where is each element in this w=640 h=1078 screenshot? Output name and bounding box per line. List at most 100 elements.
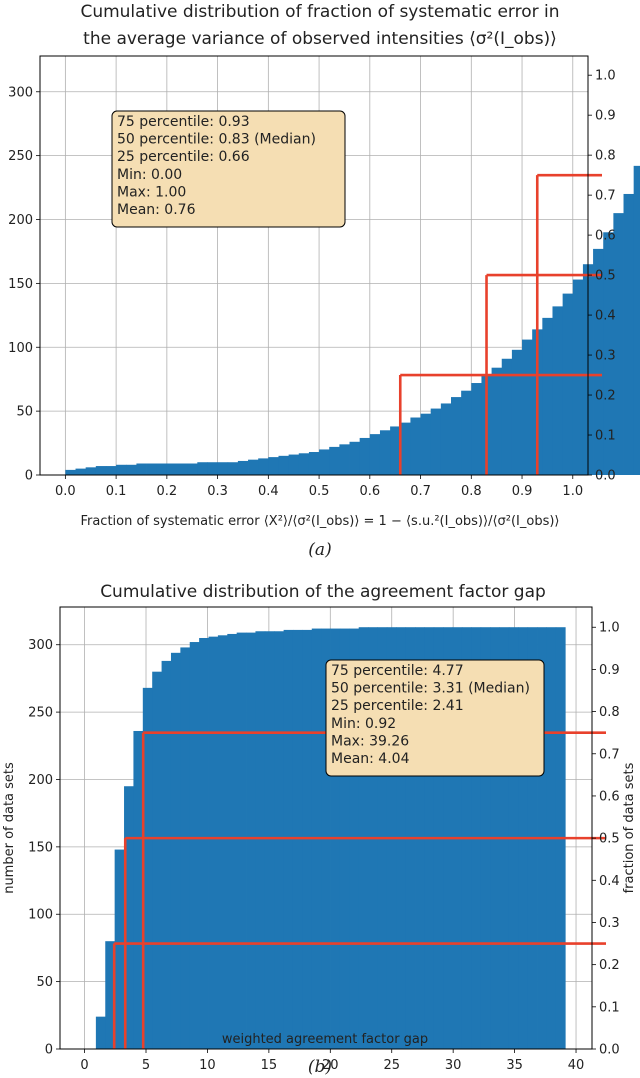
panel-b-percentile-markers xyxy=(112,731,606,1049)
panel-b-bar xyxy=(170,652,181,1049)
panel-b-bar xyxy=(246,632,256,1049)
panel-a-bar xyxy=(339,444,350,475)
panel-a-stats-lines: 75 percentile: 0.93 50 percentile: 0.83 (… xyxy=(117,114,316,218)
panel-a-bar xyxy=(603,232,614,475)
panel-a-y2-tick-label: 0.1 xyxy=(595,429,616,444)
panel-b-bar xyxy=(199,637,209,1049)
panel-a-stats-line: Max: 1.00 xyxy=(117,184,186,200)
panel-b-x-tick-label: 20 xyxy=(322,1058,339,1073)
panel-a-x-tick-label: 0.0 xyxy=(55,484,76,499)
panel-a-x-tick-label: 0.4 xyxy=(258,484,279,499)
panel-b-bar xyxy=(208,636,219,1049)
panel-a-bar xyxy=(248,459,259,475)
panel-a-bar xyxy=(400,422,411,475)
panel-a-y2-tick-label: 0.8 xyxy=(595,149,616,164)
panel-a-x-tick-label: 0.1 xyxy=(106,484,127,499)
panel-a-bar xyxy=(288,454,300,475)
panel-a-bar xyxy=(237,460,249,475)
panel-b-y2-tick-label: 0.1 xyxy=(599,1000,620,1015)
panel-a-bar xyxy=(136,463,147,475)
panel-a-bar xyxy=(65,469,76,475)
panel-a-bar xyxy=(227,462,239,475)
panel-a-y2-tick-label: 0.4 xyxy=(595,309,616,324)
panel-b-y2-tick-label: 0.2 xyxy=(599,958,620,973)
panel-a-y-tick-label: 200 xyxy=(8,213,33,228)
panel-b-stats-line: Max: 39.26 xyxy=(331,733,409,749)
panel-a-bar xyxy=(116,464,127,475)
panel-b-bar xyxy=(105,941,116,1049)
panel-b-y-tick-label: 0 xyxy=(45,1043,53,1058)
panel-b-y2-tick-label: 0.5 xyxy=(599,832,620,847)
panel-a-bar xyxy=(95,466,107,475)
panel-b-axes-frame xyxy=(59,606,593,1050)
panel-a-stats-line: 75 percentile: 0.93 xyxy=(117,114,250,130)
panel-b-x-tick-label: 10 xyxy=(199,1058,216,1073)
panel-b-stats-line: 75 percentile: 4.77 xyxy=(331,663,464,679)
panel-b-y-tick-label: 150 xyxy=(28,840,53,855)
panel-a-bar xyxy=(440,403,452,475)
panel-a-bar xyxy=(177,463,188,475)
panel-b-x-tick-label: 40 xyxy=(568,1058,585,1073)
panel-b-bar xyxy=(236,632,247,1049)
panel-b-stats-line: 25 percentile: 2.41 xyxy=(331,698,464,714)
panel-a-bar xyxy=(126,464,137,475)
panel-a-bar xyxy=(501,358,513,475)
panel-a-bar xyxy=(75,468,87,475)
panel-a-x-tick-label: 0.5 xyxy=(309,484,330,499)
panel-a-bar xyxy=(613,213,624,475)
panel-b-stats-line: 50 percentile: 3.31 (Median) xyxy=(331,681,530,697)
panel-a-bar xyxy=(542,317,553,475)
panel-b-bar xyxy=(152,671,162,1049)
panel-a-bar xyxy=(278,455,290,475)
panel-b-bar xyxy=(161,660,172,1049)
panel-b-bar xyxy=(180,647,191,1049)
panel-b-bar xyxy=(227,633,238,1049)
panel-a-bar xyxy=(420,413,432,475)
panel-a-bar xyxy=(268,457,279,475)
panel-b-bar xyxy=(114,849,125,1049)
panel-b-bar xyxy=(133,730,144,1049)
panel-a-x-tick-label: 0.8 xyxy=(461,484,482,499)
panel-b-y-tick-label: 250 xyxy=(28,706,53,721)
panel-b-y2-tick-label: 0.7 xyxy=(599,747,620,762)
panel-a-y2-tick-label: 1.0 xyxy=(595,69,616,84)
panel-b-stats-lines: 75 percentile: 4.77 50 percentile: 3.31 (… xyxy=(331,663,530,767)
panel-a-caption: (a) xyxy=(308,540,331,560)
panel-a-x-tick-label: 1.0 xyxy=(562,484,583,499)
panel-b-stats-box-background xyxy=(325,659,545,777)
panel-a-y-tick-label: 250 xyxy=(8,149,33,164)
panel-b-y-tick-label: 50 xyxy=(36,975,53,990)
panel-a-stats-box: 75 percentile: 0.93 50 percentile: 0.83 (… xyxy=(111,110,346,228)
panel-a-bar xyxy=(562,293,574,475)
panel-b-bar xyxy=(142,687,153,1049)
panel-a-y2-tick-label: 0.5 xyxy=(595,269,616,284)
panel-a-y-tick-label: 0 xyxy=(25,469,33,484)
panel-b-bar xyxy=(264,631,275,1049)
panel-b-bar xyxy=(292,629,303,1049)
panel-b-caption: (b) xyxy=(308,1057,332,1077)
panel-a-bar xyxy=(319,449,330,475)
panel-b-x-tick-label: 0 xyxy=(80,1058,88,1073)
panel-a: Cumulative distribution of fraction of s… xyxy=(8,2,640,560)
panel-b-x-tick-label: 15 xyxy=(261,1058,278,1073)
panel-a-bar xyxy=(572,279,584,475)
panel-a-bar xyxy=(369,434,381,475)
panel-a-bar xyxy=(410,417,421,475)
panel-a-x-tick-label: 0.7 xyxy=(410,484,431,499)
panel-b-bar xyxy=(283,629,294,1049)
panel-b-stats-line: Mean: 4.04 xyxy=(331,751,410,767)
panel-a-x-tick-label: 0.6 xyxy=(359,484,380,499)
panel-a-x-axis-label: Fraction of systematic error ⟨X²⟩/⟨σ²(I_… xyxy=(80,514,559,529)
panel-b-y-tick-label: 300 xyxy=(28,638,53,653)
panel-b-y2-tick-label: 1.0 xyxy=(599,621,620,636)
panel-b-x-axis-label: weighted agreement factor gap xyxy=(222,1032,428,1047)
panel-a-bar xyxy=(471,383,482,475)
panel-a-bar xyxy=(146,463,158,475)
panel-a-y2-tick-label: 0.2 xyxy=(595,389,616,404)
panel-a-axes-frame xyxy=(39,55,589,476)
panel-b-bar xyxy=(217,635,228,1049)
panel-b-y2-tick-label: 0.8 xyxy=(599,705,620,720)
panel-a-bar xyxy=(522,339,533,475)
panel-a-stats-line: Mean: 0.76 xyxy=(117,202,196,218)
panel-a-x-tick-label: 0.2 xyxy=(157,484,178,499)
